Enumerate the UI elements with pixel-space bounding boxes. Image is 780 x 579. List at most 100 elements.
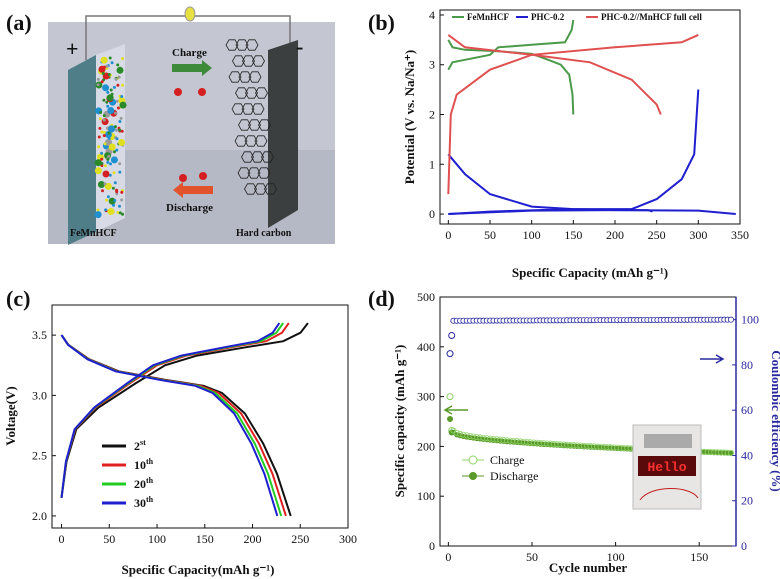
chart-b: 0 50 100 150 200 250 300 350 0 1 2 3 4 FeMnHCF PHC-0.… bbox=[402, 8, 749, 280]
cathode-particle bbox=[115, 148, 119, 152]
chart-b-xtick-label: 200 bbox=[606, 228, 624, 242]
cathode-particle bbox=[106, 94, 114, 102]
cathode-particle bbox=[94, 211, 102, 219]
chart-d-ytick-label: 200 bbox=[417, 439, 435, 453]
cathode-particle bbox=[96, 208, 100, 212]
chart-d-ytick-label: 400 bbox=[417, 340, 435, 354]
graphene-hexagon bbox=[238, 71, 252, 83]
cathode-particle bbox=[108, 173, 112, 177]
graphene-hexagon bbox=[241, 103, 255, 115]
sodium-ion bbox=[199, 172, 207, 180]
cathode-particle bbox=[100, 157, 104, 161]
cathode-particle bbox=[115, 99, 119, 103]
chart-d-legend-marker bbox=[469, 472, 477, 480]
cathode-particle bbox=[106, 90, 110, 94]
cathode-particle bbox=[116, 106, 120, 110]
chart-c-legend-label: 30th bbox=[134, 495, 154, 510]
hard-carbon-lattice bbox=[225, 39, 277, 195]
cathode-particle bbox=[97, 145, 101, 149]
cathode-particle bbox=[108, 125, 116, 133]
chart-d-xlabel: Cycle number bbox=[549, 560, 628, 575]
cathode-particle bbox=[102, 98, 106, 102]
cathode-particle bbox=[108, 143, 116, 151]
sodium-ion bbox=[179, 174, 187, 182]
chart-c-plot-area bbox=[51, 304, 349, 529]
chart-b-legend-label: PHC-0.2 bbox=[531, 12, 565, 22]
chart-b-xtick-label: 50 bbox=[484, 228, 496, 242]
chart-b-series-line bbox=[448, 209, 736, 215]
graphene-hexagon bbox=[248, 71, 262, 83]
cathode-particle bbox=[100, 56, 108, 64]
chart-b-legend-label: PHC-0.2//MnHCF full cell bbox=[601, 12, 702, 22]
cathode-particle bbox=[118, 120, 122, 123]
cathode-particle bbox=[100, 151, 104, 155]
graphene-hexagon bbox=[225, 39, 239, 51]
graphene-hexagon bbox=[252, 55, 265, 67]
chart-c-legend-superscript: th bbox=[146, 457, 154, 466]
chart-b-lines bbox=[447, 19, 736, 215]
chart-c-xtick-label: 0 bbox=[59, 532, 65, 546]
chart-d-xtick-label: 100 bbox=[607, 550, 625, 564]
graphene-hexagon bbox=[254, 135, 268, 147]
cathode-particle bbox=[107, 107, 115, 114]
cathode-particle bbox=[107, 154, 111, 158]
chart-d-ytick-label: 500 bbox=[417, 290, 435, 304]
graphene-hexagon bbox=[244, 183, 257, 195]
chart-c-xlabel: Specific Capacity(mAh g⁻¹) bbox=[121, 562, 274, 577]
chart-d-discharge-point bbox=[447, 416, 454, 423]
cathode-particle bbox=[94, 159, 102, 167]
minus-sign: - bbox=[296, 34, 303, 59]
cathode-particle bbox=[106, 160, 110, 164]
chart-d: 0 50 100 150 0 100 200 300 400 500 0 20 40 60 80 100 Ch… bbox=[392, 290, 780, 575]
cathode-particle bbox=[109, 88, 113, 92]
chart-c-legend-label: 20th bbox=[134, 476, 154, 491]
chart-c-legend-label: 2st bbox=[134, 438, 146, 453]
cathode-particle bbox=[112, 85, 116, 89]
cathode-particle bbox=[107, 131, 111, 135]
chart-d-ticks: 0 50 100 150 0 100 200 300 400 500 0 20 40 60 80 100 bbox=[417, 290, 759, 564]
chart-d-discharge-point bbox=[728, 450, 734, 456]
chart-d-y2tick-label: 20 bbox=[741, 494, 753, 508]
graphene-hexagon bbox=[242, 55, 255, 67]
cathode-particle bbox=[118, 170, 122, 174]
chart-b-xtick-label: 0 bbox=[445, 228, 451, 242]
chart-d-ce-arrow bbox=[700, 354, 725, 364]
cathode-particle bbox=[97, 135, 101, 139]
chart-c-lines bbox=[60, 322, 309, 517]
chart-d-ytick-label: 300 bbox=[417, 390, 435, 404]
graphene-hexagon bbox=[245, 39, 259, 51]
cathode-particle bbox=[102, 84, 110, 92]
chart-c-ticks: 0 50 100 150 200 250 300 2.0 2.5 3.0 3.5 bbox=[32, 328, 357, 546]
chart-b-series-line bbox=[447, 153, 653, 213]
cathode-particle bbox=[103, 164, 107, 168]
chart-d-xtick-label: 150 bbox=[690, 550, 708, 564]
graphene-hexagon bbox=[258, 119, 271, 131]
cathode-particle bbox=[111, 186, 115, 190]
cathode-particle bbox=[117, 75, 121, 79]
sodium-ion bbox=[174, 88, 182, 96]
cathode-particle bbox=[104, 182, 112, 190]
chart-b-xtick-label: 100 bbox=[523, 228, 541, 242]
graphene-hexagon bbox=[228, 71, 242, 83]
cathode-particle bbox=[94, 167, 102, 175]
chart-c-legend-superscript: st bbox=[140, 438, 146, 447]
chart-c-xtick-label: 100 bbox=[148, 532, 166, 546]
cathode-particle bbox=[112, 203, 115, 207]
cathode-particle bbox=[98, 65, 106, 73]
cathode-particle bbox=[108, 56, 112, 60]
chart-d-y2label: Coulombic efficiency (%) bbox=[769, 350, 780, 492]
cathode-particle bbox=[118, 128, 122, 132]
cathode-particle bbox=[116, 66, 124, 74]
chart-d-y2tick-label: 100 bbox=[741, 313, 759, 327]
chart-c-legend-superscript: th bbox=[146, 476, 154, 485]
chart-b-ytick-label: 0 bbox=[429, 207, 435, 221]
graphene-hexagon bbox=[237, 167, 251, 179]
cathode-particle bbox=[98, 126, 102, 130]
schematic-battery: + - Charge Discharge FeMnHCF Hard carbon bbox=[48, 6, 335, 245]
cathode-particle bbox=[97, 181, 105, 188]
chart-d-y2tick-label: 80 bbox=[741, 358, 753, 372]
cathode-particle bbox=[116, 63, 120, 67]
chart-d-legend: Charge Discharge bbox=[462, 453, 538, 483]
chart-b-xlabel: Specific Capacity (mAh g⁻¹) bbox=[512, 265, 668, 280]
cathode-particle bbox=[102, 114, 106, 118]
